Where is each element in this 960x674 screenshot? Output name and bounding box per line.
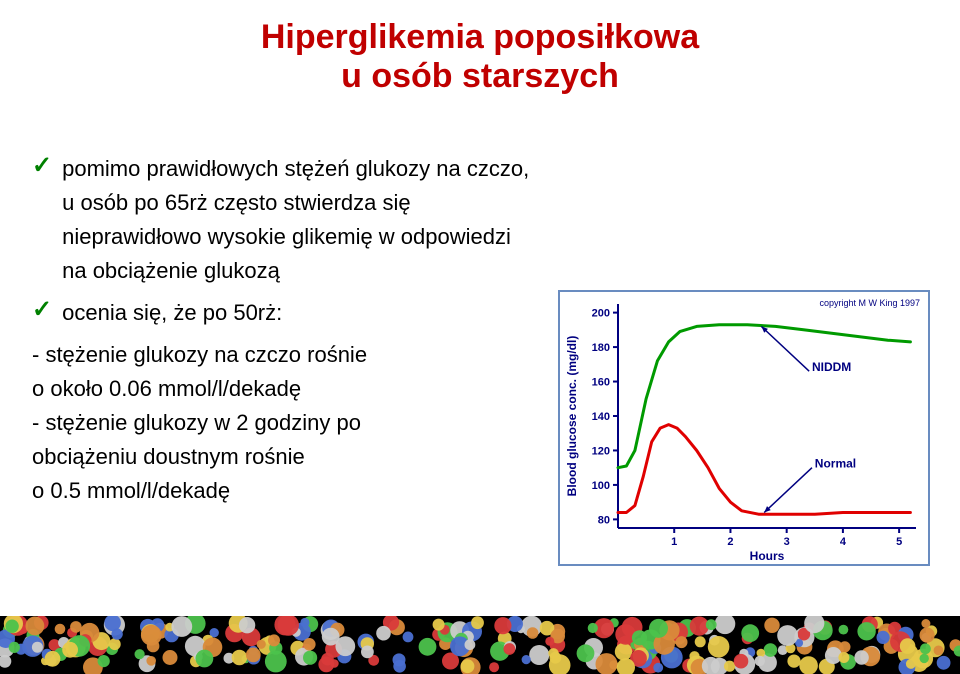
svg-text:5: 5 <box>896 536 902 548</box>
title-line-1: Hiperglikemia poposiłkowa <box>0 18 960 57</box>
svg-text:2: 2 <box>727 536 733 548</box>
svg-text:4: 4 <box>840 536 847 548</box>
svg-text:100: 100 <box>592 480 610 492</box>
svg-text:80: 80 <box>598 514 610 526</box>
glucose-chart: 80 100 120 140 160 180 200 1 2 3 4 5 Hours Blood gluc… <box>558 290 930 566</box>
footer-decoration <box>0 616 960 674</box>
title-line-2: u osób starszych <box>0 57 960 96</box>
svg-text:160: 160 <box>592 377 610 389</box>
bullet-text: ocenia się, że po 50rż: <box>62 296 282 330</box>
sub-line: - stężenie glukozy na czczo rośnie <box>32 338 532 372</box>
svg-text:copyright M W King 1997: copyright M W King 1997 <box>819 298 920 308</box>
sub-line: - stężenie glukozy w 2 godziny po <box>32 406 532 440</box>
svg-text:Hours: Hours <box>750 549 785 563</box>
svg-text:3: 3 <box>784 536 790 548</box>
svg-text:NIDDM: NIDDM <box>812 360 851 374</box>
svg-text:Normal: Normal <box>815 457 856 471</box>
svg-text:140: 140 <box>592 411 610 423</box>
svg-text:120: 120 <box>592 445 610 457</box>
bullet-text: pomimo prawidłowych stężeń glukozy na cz… <box>62 152 532 288</box>
sub-line: o 0.5 mmol/l/dekadę <box>32 474 532 508</box>
check-icon: ✓ <box>32 152 52 180</box>
sub-line: obciążeniu doustnym rośnie <box>32 440 532 474</box>
svg-text:1: 1 <box>671 536 677 548</box>
svg-text:Blood glucose conc. (mg/dl): Blood glucose conc. (mg/dl) <box>565 336 579 497</box>
sub-line: o około 0.06 mmol/l/dekadę <box>32 372 532 406</box>
slide-title: Hiperglikemia poposiłkowa u osób starszy… <box>0 0 960 96</box>
bullet-list: ✓ pomimo prawidłowych stężeń glukozy na … <box>32 152 532 508</box>
check-icon: ✓ <box>32 296 52 324</box>
bullet-item: ✓ ocenia się, że po 50rż: <box>32 296 532 330</box>
svg-text:200: 200 <box>592 308 610 320</box>
svg-text:180: 180 <box>592 342 610 354</box>
bullet-item: ✓ pomimo prawidłowych stężeń glukozy na … <box>32 152 532 288</box>
